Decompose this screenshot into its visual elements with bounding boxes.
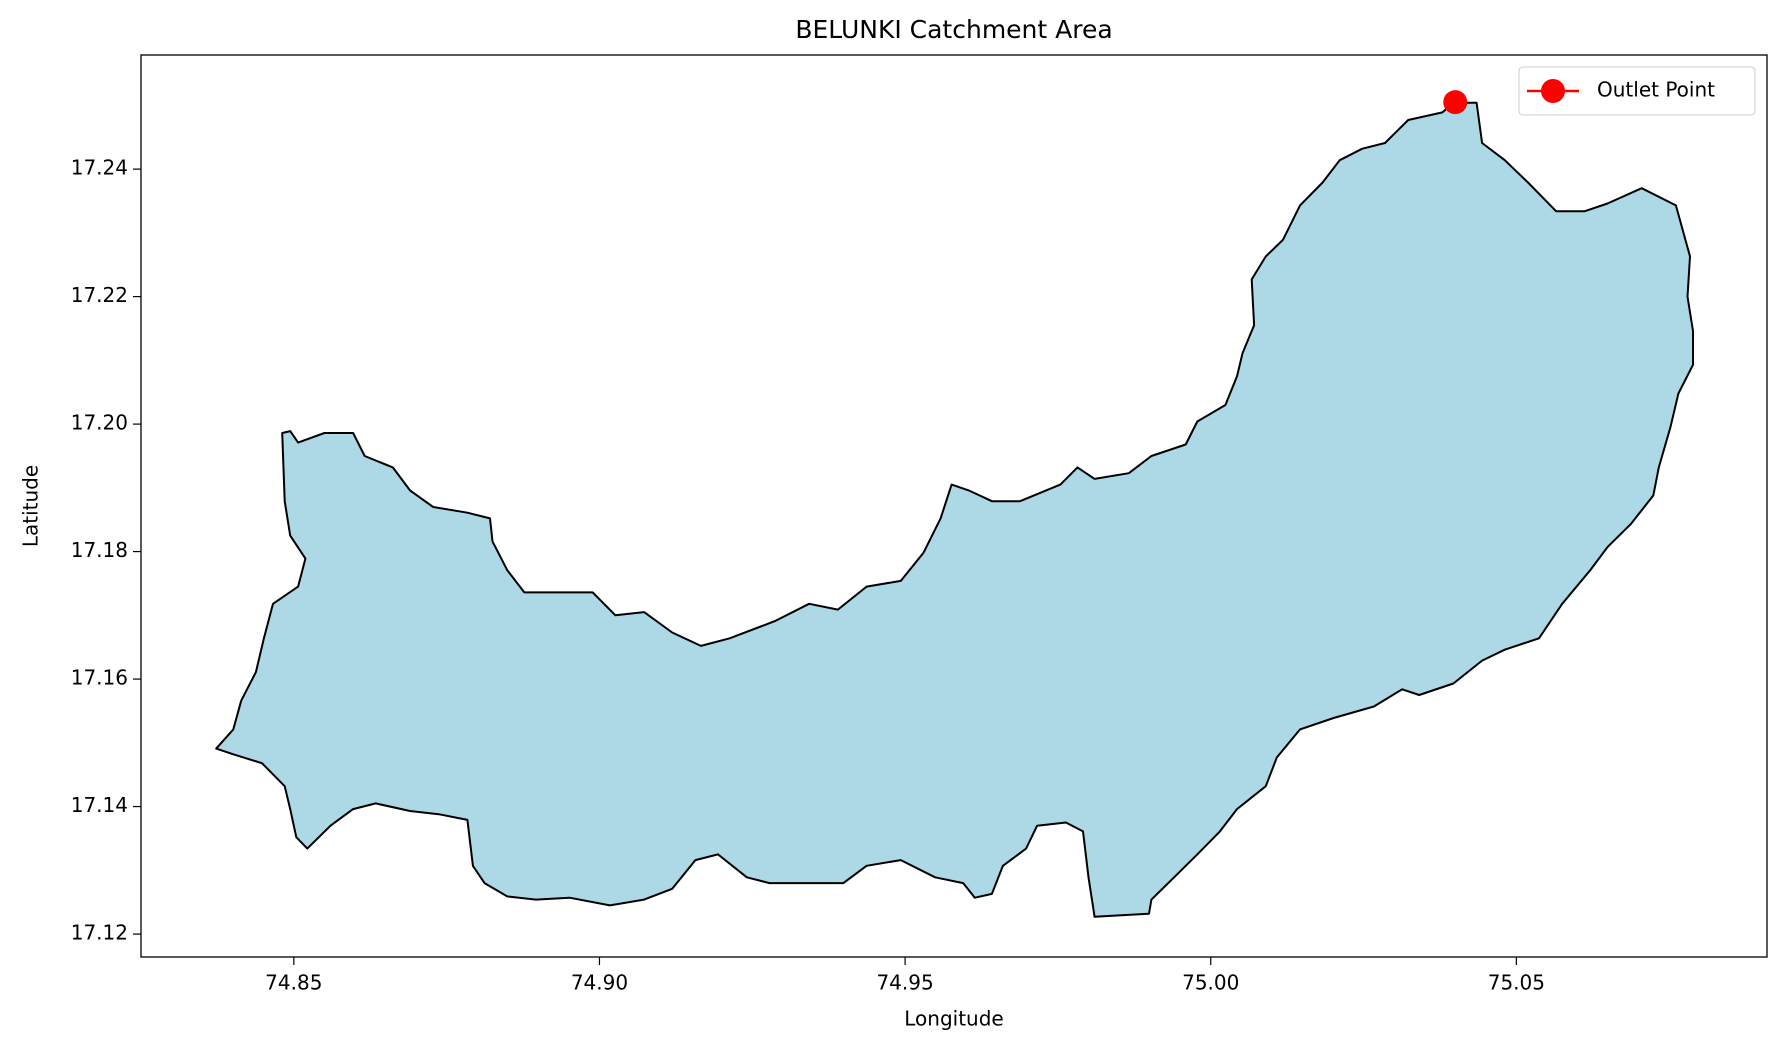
x-tick-label: 75.05 bbox=[1488, 971, 1545, 995]
plot-frame bbox=[140, 54, 1768, 958]
outlet-point bbox=[1443, 90, 1468, 115]
catchment-area bbox=[215, 101, 1694, 918]
y-tick-label: 17.20 bbox=[71, 411, 128, 435]
x-axis-label: Longitude bbox=[904, 1007, 1003, 1031]
legend: Outlet Point bbox=[1518, 66, 1756, 116]
y-tick-label: 17.22 bbox=[71, 283, 128, 307]
legend-marker bbox=[1541, 79, 1565, 103]
y-tick-label: 17.18 bbox=[71, 538, 128, 562]
x-tick-label: 74.90 bbox=[571, 971, 628, 995]
y-tick-label: 17.12 bbox=[71, 921, 128, 945]
chart-title: BELUNKI Catchment Area bbox=[795, 15, 1112, 44]
y-tick-label: 17.16 bbox=[71, 666, 128, 690]
legend-box bbox=[1518, 66, 1756, 116]
y-tick-label: 17.14 bbox=[71, 793, 128, 817]
y-tick-label: 17.24 bbox=[71, 156, 128, 180]
x-tick-label: 75.00 bbox=[1182, 971, 1239, 995]
y-axis-label: Latitude bbox=[19, 465, 43, 547]
x-tick-label: 74.85 bbox=[265, 971, 322, 995]
x-tick-label: 74.95 bbox=[876, 971, 933, 995]
legend-label: Outlet Point bbox=[1597, 78, 1715, 102]
